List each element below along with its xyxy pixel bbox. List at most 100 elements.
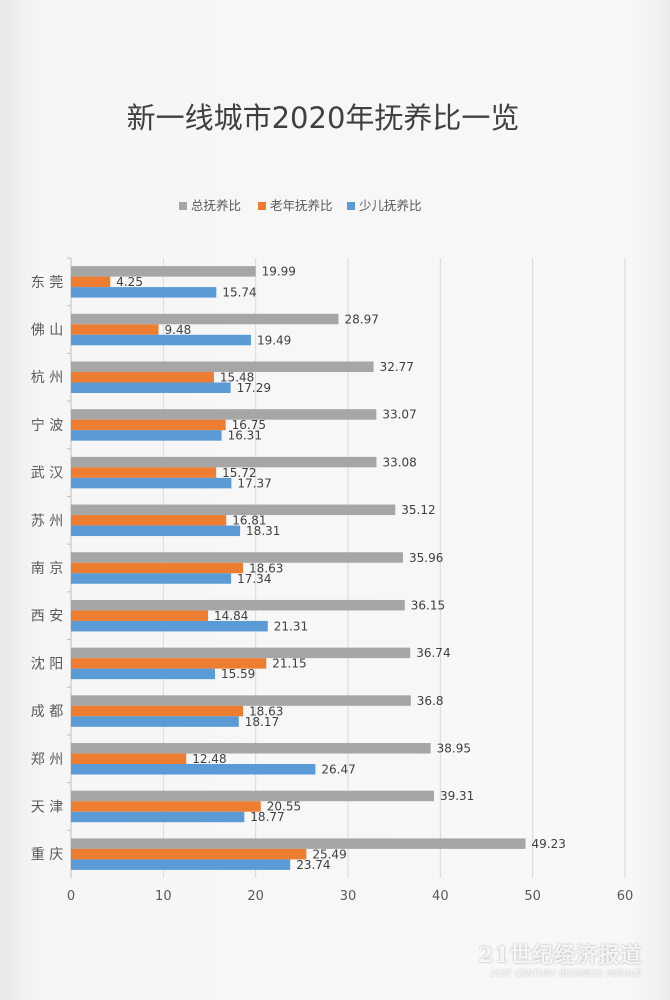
bar-2-6 — [71, 515, 227, 526]
bar-1-2 — [71, 313, 339, 325]
data-label-3-10: 18.17 — [245, 715, 279, 729]
data-label-3-4: 16.31 — [228, 429, 262, 443]
data-label-1-2: 28.97 — [344, 312, 378, 326]
data-label-2-4: 16.75 — [232, 418, 266, 432]
x-tick-label-50: 50 — [524, 889, 541, 904]
data-label-1-13: 49.23 — [532, 837, 566, 851]
category-label-2: 佛 山 — [31, 323, 63, 339]
bar-2-13 — [71, 848, 307, 860]
bar-1-13 — [71, 838, 526, 849]
category-label-12: 天 津 — [31, 799, 63, 815]
data-label-3-6: 18.31 — [246, 524, 280, 538]
x-tick-label-30: 30 — [340, 889, 357, 904]
data-label-1-10: 36.8 — [417, 694, 444, 708]
bar-2-9 — [71, 658, 267, 669]
bar-2-8 — [71, 610, 209, 621]
bar-2-5 — [71, 467, 217, 478]
data-label-3-12: 18.77 — [250, 810, 284, 824]
data-label-3-13: 23.74 — [296, 858, 330, 872]
category-label-10: 成 都 — [31, 704, 63, 720]
bar-1-11 — [71, 743, 431, 754]
bar-3-4 — [71, 430, 222, 441]
data-label-1-7: 35.96 — [409, 551, 443, 565]
legend-swatch-2 — [258, 202, 266, 210]
data-label-1-8: 36.15 — [411, 598, 445, 612]
bar-3-11 — [71, 764, 316, 775]
watermark-sub: 21ST CENTURY BUSINESS HERALD — [490, 969, 642, 978]
bar-1-1 — [71, 266, 256, 277]
category-label-9: 沈 阳 — [31, 656, 63, 672]
category-label-6: 苏 州 — [31, 513, 63, 529]
bar-2-2 — [71, 324, 159, 335]
data-label-1-4: 33.07 — [382, 408, 416, 422]
bar-3-2 — [71, 334, 251, 346]
data-label-1-1: 19.99 — [262, 265, 296, 279]
bar-2-11 — [71, 753, 187, 765]
bar-1-5 — [71, 456, 377, 468]
bar-1-6 — [71, 504, 396, 516]
data-label-3-5: 17.37 — [237, 476, 271, 490]
legend-label-2: 老年抚养比 — [270, 198, 333, 213]
bar-1-8 — [71, 599, 405, 611]
x-tick-label-60: 60 — [617, 889, 634, 904]
bar-1-12 — [71, 790, 434, 802]
data-label-1-3: 32.77 — [380, 360, 414, 374]
bar-2-3 — [71, 371, 214, 383]
legend-swatch-1 — [179, 202, 187, 210]
data-label-2-1: 4.25 — [116, 275, 143, 289]
category-label-7: 南 京 — [31, 561, 63, 577]
bar-1-4 — [71, 409, 377, 420]
category-label-4: 宁 波 — [31, 417, 63, 434]
data-label-2-3: 15.48 — [220, 370, 254, 384]
bar-3-6 — [71, 525, 241, 537]
bar-2-7 — [71, 562, 244, 574]
bar-3-8 — [71, 620, 268, 632]
bar-2-10 — [71, 705, 244, 717]
bar-2-4 — [71, 419, 226, 431]
data-label-3-9: 15.59 — [221, 667, 255, 681]
data-label-3-7: 17.34 — [237, 572, 271, 586]
bar-3-1 — [71, 287, 217, 298]
legend-label-1: 总抚养比 — [191, 198, 241, 213]
category-label-8: 西 安 — [31, 609, 63, 625]
data-label-3-2: 19.49 — [257, 333, 291, 347]
bar-3-10 — [71, 716, 239, 727]
bar-2-12 — [71, 801, 261, 812]
data-label-2-8: 14.84 — [214, 609, 248, 623]
bar-3-12 — [71, 811, 245, 823]
data-label-2-6: 16.81 — [232, 514, 266, 528]
data-label-3-11: 26.47 — [321, 763, 355, 777]
category-label-1: 东 莞 — [31, 275, 63, 291]
bar-3-3 — [71, 382, 231, 393]
bar-1-7 — [71, 552, 404, 563]
legend-swatch-3 — [347, 202, 355, 210]
bar-1-3 — [71, 361, 374, 372]
data-label-2-10: 18.63 — [249, 704, 283, 718]
x-tick-label-0: 0 — [67, 889, 75, 904]
data-label-2-13: 25.49 — [312, 847, 346, 861]
data-label-3-3: 17.29 — [237, 381, 271, 395]
bar-1-10 — [71, 695, 411, 706]
data-label-3-8: 21.31 — [274, 619, 308, 633]
data-label-1-11: 38.95 — [437, 742, 471, 756]
data-label-1-12: 39.31 — [440, 789, 474, 803]
data-label-2-2: 9.48 — [165, 323, 192, 337]
watermark-main: 21世纪经济报道 — [478, 942, 642, 967]
bar-1-9 — [71, 647, 411, 659]
data-label-1-6: 35.12 — [401, 503, 435, 517]
data-label-1-5: 33.08 — [382, 455, 416, 469]
x-tick-label-20: 20 — [247, 889, 264, 904]
category-label-3: 杭 州 — [31, 370, 63, 386]
x-tick-label-10: 10 — [155, 889, 172, 904]
bar-2-1 — [71, 276, 111, 288]
data-label-2-12: 20.55 — [267, 800, 301, 814]
data-label-2-9: 21.15 — [272, 657, 306, 671]
chart-title: 新一线城市2020年抚养比一览 — [127, 101, 520, 135]
data-label-2-11: 12.48 — [192, 752, 226, 766]
watermark-logo: 21世纪经济报道 21ST CENTURY BUSINESS HERALD — [479, 939, 642, 978]
bar-3-9 — [71, 668, 215, 680]
legend-label-3: 少儿抚养比 — [359, 198, 422, 213]
data-label-2-5: 15.72 — [222, 466, 256, 480]
category-label-11: 郑 州 — [31, 752, 63, 768]
